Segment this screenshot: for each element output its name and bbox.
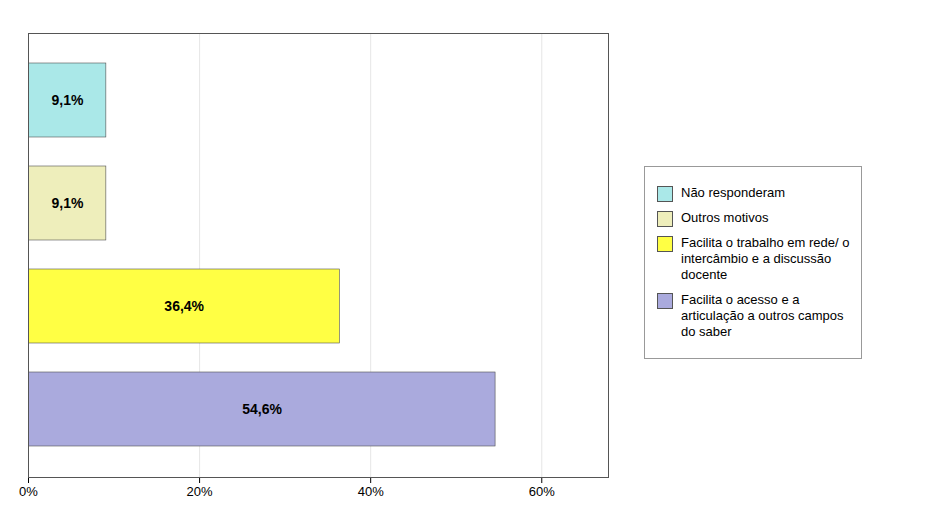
- svg-text:0%: 0%: [19, 483, 38, 498]
- svg-text:60%: 60%: [529, 483, 555, 498]
- svg-text:20%: 20%: [187, 483, 213, 498]
- html-text:Facilita o acesso e a articula: Facilita o acesso e a articulação a outr…: [681, 291, 844, 339]
- svg-text:36,4%: 36,4%: [164, 297, 204, 313]
- html-text:Não responderam: Não responderam: [681, 184, 786, 200]
- svg-text:40%: 40%: [358, 483, 384, 498]
- svg-text:9,1%: 9,1%: [51, 91, 83, 107]
- svg-text:54,6%: 54,6%: [242, 400, 282, 416]
- svg-text:9,1%: 9,1%: [51, 194, 83, 210]
- html-text:Outros motivos: Outros motivos: [681, 209, 769, 225]
- html-text:Facilita o trabalho em rede/ o: Facilita o trabalho em rede/ o intercâmb…: [681, 234, 850, 283]
